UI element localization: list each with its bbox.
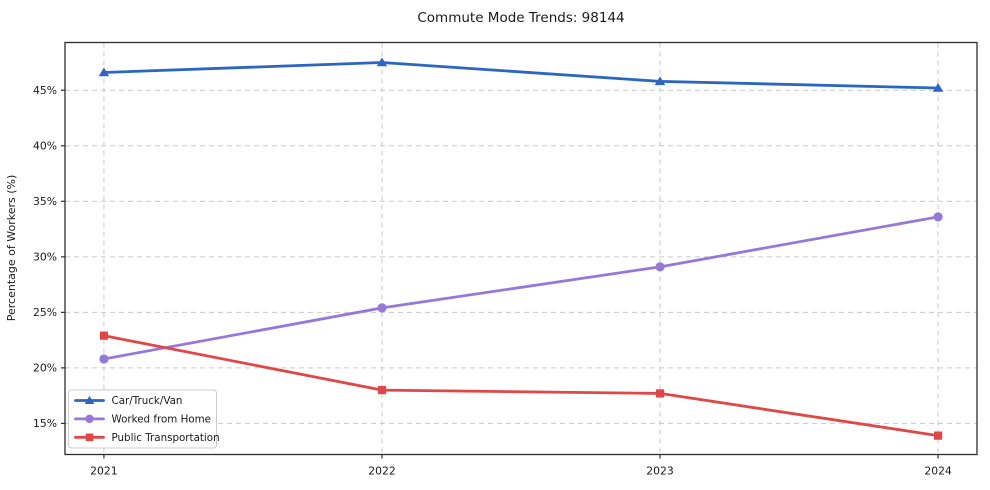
y-tick-label: 40% [33, 140, 57, 153]
x-tick-label: 2022 [368, 465, 395, 478]
square-marker [85, 433, 94, 442]
legend: Car/Truck/Van Worked from Home Public Tran… [68, 389, 220, 449]
y-tick-label: 25% [33, 306, 57, 319]
legend-item: Worked from Home [74, 414, 212, 426]
circle-marker [933, 212, 943, 222]
square-marker [377, 385, 387, 395]
y-axis-label: Percentage of Workers (%) [5, 175, 18, 322]
triangle-marker [932, 83, 944, 92]
series-public-transportation [99, 331, 943, 440]
triangle-marker [376, 57, 388, 67]
triangle-marker [654, 76, 666, 86]
x-tick-label: 2024 [924, 465, 952, 478]
legend-label: Car/Truck/Van [112, 395, 183, 407]
series-line [102, 334, 940, 438]
x-tick-label: 2023 [646, 465, 673, 478]
series-worked-from-home [99, 212, 943, 364]
triangle-marker [84, 395, 95, 404]
series-line [102, 61, 940, 90]
legend-label: Worked from Home [112, 414, 212, 426]
triangle-marker [98, 67, 110, 77]
x-tick-label: 2021 [90, 465, 117, 478]
square-marker [933, 431, 943, 440]
legend-item: Public Transportation [74, 432, 220, 444]
gridlines-layer [65, 42, 977, 455]
circle-marker [655, 262, 665, 272]
legend-box [68, 389, 217, 449]
circle-marker [377, 303, 387, 313]
chart-title: Commute Mode Trends: 98144 [417, 10, 624, 26]
y-tick-label: 45% [33, 84, 57, 97]
square-marker [655, 389, 665, 398]
y-tick-label: 15% [33, 417, 57, 430]
series-line [102, 215, 940, 361]
square-marker [99, 331, 109, 340]
legend-item: Car/Truck/Van [74, 395, 183, 407]
series-car-truck-van [98, 57, 944, 92]
y-tick-label: 20% [33, 362, 57, 375]
y-tick-label: 30% [33, 251, 57, 264]
circle-marker [99, 354, 109, 364]
axes-border [64, 41, 978, 456]
circle-marker [85, 414, 94, 424]
y-tick-label: 35% [33, 195, 57, 208]
axes-frame-layer [64, 41, 978, 456]
legend-label: Public Transportation [112, 432, 220, 444]
series-layer [98, 57, 944, 440]
tick-labels-layer: 15% 20% 25% 30% 35% 40% 45% 2021 2022 2023 2024 [33, 84, 952, 477]
